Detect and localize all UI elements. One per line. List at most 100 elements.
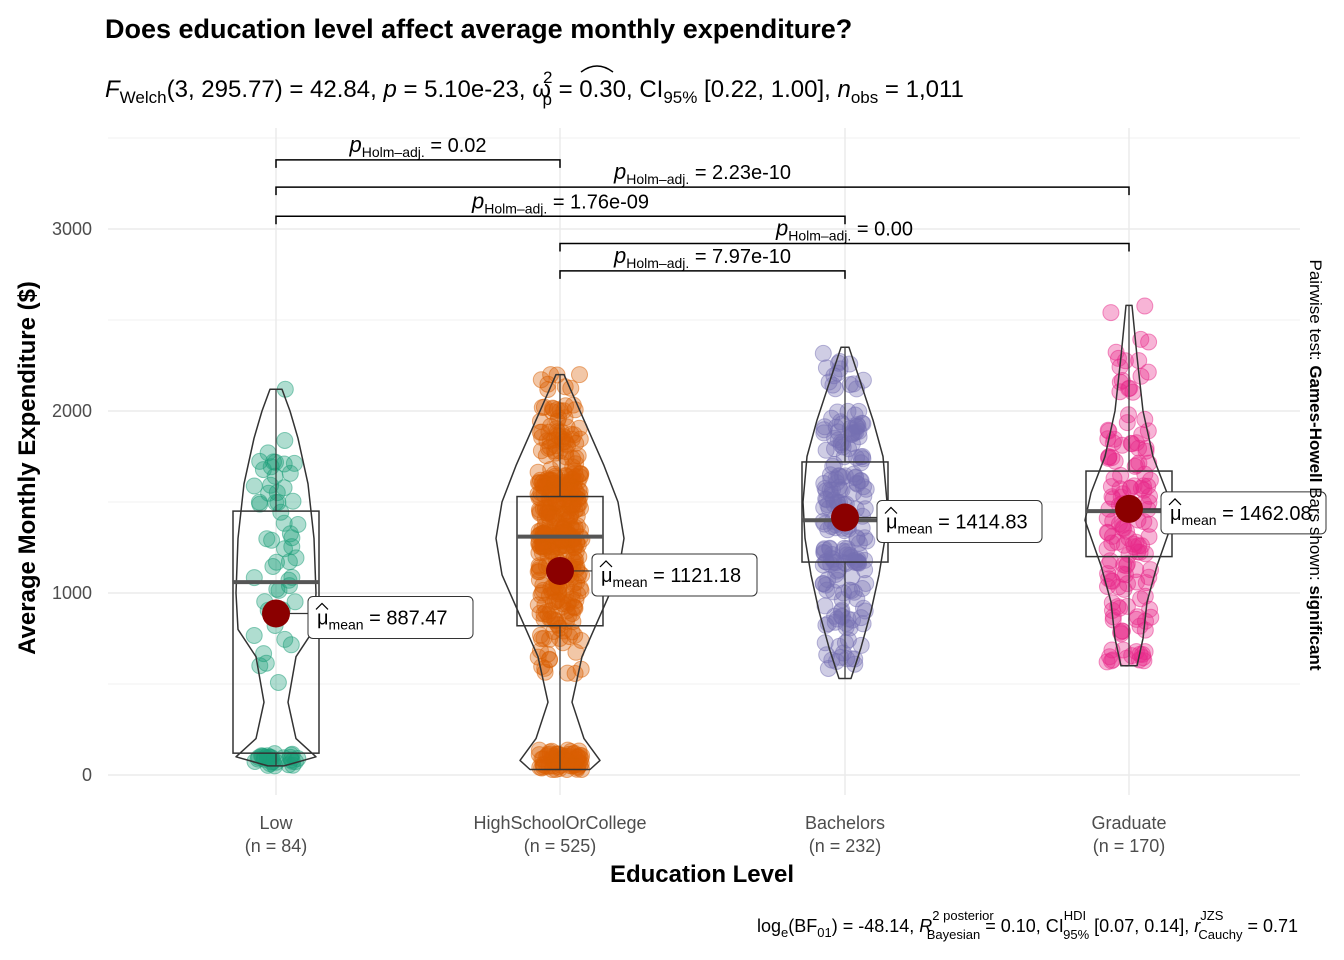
data-point <box>832 607 850 625</box>
data-point <box>1135 652 1153 670</box>
data-point <box>547 494 565 512</box>
group-bachelors: μmean = 1414.83 <box>801 344 1043 680</box>
y-tick-label: 2000 <box>52 401 92 421</box>
mean-label-box <box>307 595 474 639</box>
mean-point <box>831 503 859 532</box>
data-point <box>262 458 280 476</box>
x-tick-n-label: (n = 232) <box>809 836 882 856</box>
violin <box>235 388 317 767</box>
y-tick-label: 0 <box>82 765 92 785</box>
bracket: pHolm–adj. = 0.00 <box>559 216 1130 252</box>
data-point <box>1128 573 1146 591</box>
data-point <box>829 423 847 441</box>
data-point <box>257 654 275 672</box>
mean-label: μmean = 1414.83 <box>886 512 1028 537</box>
chart-title: Does education level affect average mont… <box>105 14 852 44</box>
data-point <box>819 615 837 633</box>
data-point <box>1105 470 1123 487</box>
data-point <box>250 493 268 511</box>
groups-layer: μmean = 887.47 μmean = 1121.18 μmean = 141… <box>232 297 1327 778</box>
data-point <box>529 463 547 481</box>
data-point <box>565 426 583 444</box>
bracket-p-label: pHolm–adj. = 2.23e-10 <box>613 159 791 187</box>
data-point <box>857 480 875 498</box>
data-point <box>831 360 849 378</box>
x-tick-label: Graduate <box>1091 813 1166 833</box>
mean-label: μmean = 1121.18 <box>601 565 741 590</box>
bracket-line <box>275 186 1130 196</box>
data-point <box>841 547 859 564</box>
data-point <box>826 607 844 625</box>
data-point <box>245 477 263 495</box>
mean-label-box <box>1160 491 1327 535</box>
group-highschoolorcollege: μmean = 1121.18 <box>495 366 758 778</box>
data-point <box>854 448 871 465</box>
data-point <box>567 455 585 473</box>
x-tick-n-label: (n = 170) <box>1093 836 1166 856</box>
data-point <box>1111 373 1129 391</box>
data-point <box>530 489 548 506</box>
data-point <box>554 634 572 652</box>
data-point <box>540 423 558 441</box>
mean-hat <box>315 602 329 610</box>
data-point <box>848 380 866 398</box>
bracket: pHolm–adj. = 0.02 <box>275 132 561 168</box>
data-point <box>269 494 287 511</box>
data-point <box>280 553 298 571</box>
x-tick-label: HighSchoolOrCollege <box>473 813 646 833</box>
data-point <box>263 753 281 771</box>
data-point <box>1130 454 1148 472</box>
data-point <box>849 417 867 435</box>
bracket: pHolm–adj. = 1.76e-09 <box>275 188 846 225</box>
data-point <box>566 665 584 682</box>
data-point <box>259 444 277 462</box>
data-point <box>828 403 846 421</box>
data-point <box>564 458 582 476</box>
data-point <box>1103 572 1121 590</box>
data-point <box>1122 434 1140 452</box>
data-point <box>836 467 854 485</box>
data-point <box>567 449 585 467</box>
data-point <box>1130 537 1148 555</box>
data-point <box>850 402 868 420</box>
data-point <box>1102 304 1120 322</box>
data-point <box>255 645 273 663</box>
group-graduate: μmean = 1462.08 <box>1084 297 1327 671</box>
data-point <box>245 627 263 644</box>
data-point <box>1101 648 1119 666</box>
data-point <box>531 758 549 776</box>
data-point <box>567 468 585 485</box>
data-point <box>843 582 861 600</box>
data-point <box>1118 597 1136 615</box>
data-point <box>1141 471 1159 489</box>
data-point <box>269 674 287 691</box>
mean-hat <box>1168 498 1182 506</box>
y-axis-title: Average Monthly Expenditure ($) <box>14 281 41 655</box>
mean-point <box>546 556 574 585</box>
x-tick-label: Bachelors <box>805 813 885 833</box>
data-point <box>276 432 294 449</box>
data-point <box>1136 297 1154 315</box>
data-point <box>1139 363 1157 381</box>
x-axis-title: Education Level <box>610 861 794 888</box>
bracket-p-label: pHolm–adj. = 7.97e-10 <box>613 243 791 271</box>
bracket-p-label: pHolm–adj. = 0.02 <box>349 132 487 160</box>
data-point <box>825 491 842 509</box>
x-tick-label: Low <box>259 813 293 833</box>
y-tick-label: 3000 <box>52 219 92 239</box>
data-point <box>285 454 303 472</box>
bracket-line <box>559 270 846 279</box>
data-point <box>558 596 576 614</box>
data-point <box>531 537 549 555</box>
data-point <box>1103 572 1121 590</box>
data-point <box>275 514 293 532</box>
mean-label: μmean = 1462.08 <box>1170 503 1312 528</box>
data-point <box>563 623 581 641</box>
data-point <box>822 549 840 567</box>
data-point <box>535 478 553 496</box>
data-point <box>854 371 872 389</box>
data-point <box>825 456 843 473</box>
mean-point <box>1115 494 1143 523</box>
bracket-p-label: pHolm–adj. = 0.00 <box>775 216 913 244</box>
